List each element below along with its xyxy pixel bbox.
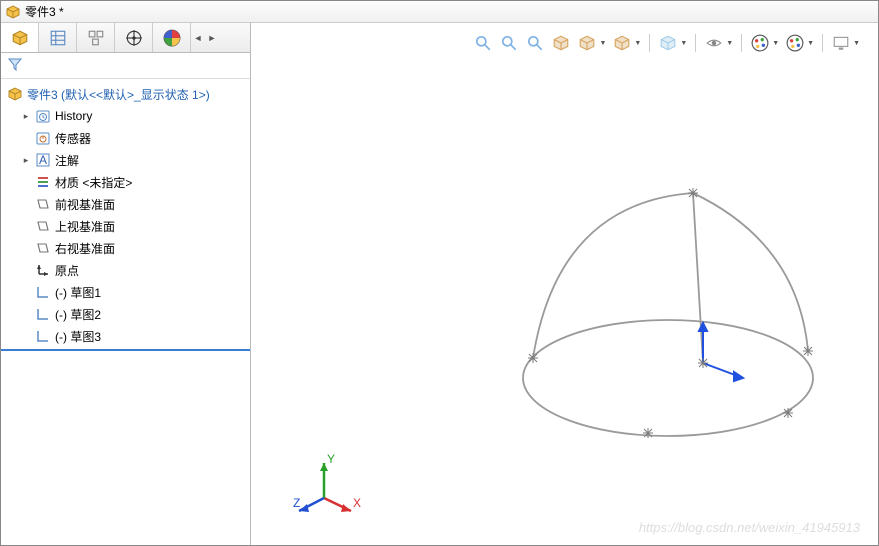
eye-dropdown[interactable]: ▼ xyxy=(726,40,733,47)
eye-button[interactable] xyxy=(704,33,724,53)
zoom-area-button[interactable] xyxy=(499,33,519,53)
toolbar-separator xyxy=(649,34,650,52)
tree-item-label: (-) 草图1 xyxy=(55,284,101,301)
tab-config[interactable] xyxy=(77,23,115,52)
tree-item-label: (-) 草图2 xyxy=(55,306,101,323)
hide-show-dropdown[interactable]: ▼ xyxy=(680,40,687,47)
tree-rollback-bar[interactable] xyxy=(1,349,250,351)
tab-dimxpert[interactable] xyxy=(115,23,153,52)
tab-appearance[interactable] xyxy=(153,23,191,52)
svg-text:Y: Y xyxy=(327,453,335,466)
watermark-text: https://blog.csdn.net/weixin_41945913 xyxy=(639,520,860,535)
tree-item-2[interactable]: ▸ A 注解 xyxy=(1,149,250,171)
tree-item-label: 上视基准面 xyxy=(55,218,115,235)
view-toolbar: ▼ ▼ ▼ ▼ ▼ ▼ ▼ xyxy=(473,33,860,53)
tree-item-label: 材质 <未指定> xyxy=(55,174,132,191)
svg-text:A: A xyxy=(39,153,47,167)
tree-item-label: 传感器 xyxy=(55,130,91,147)
sketch-icon xyxy=(35,328,51,344)
scene-dropdown[interactable]: ▼ xyxy=(807,40,814,47)
toolbar-separator xyxy=(822,34,823,52)
tree-root-label: 零件3 (默认<<默认>_显示状态 1>) xyxy=(27,86,210,103)
plane-icon xyxy=(35,240,51,256)
tab-scroll-left[interactable]: ◄ xyxy=(191,23,205,52)
plane-icon xyxy=(35,196,51,212)
feature-manager-panel: ◄ ► 零件3 (默认<<默认>_显示状态 1>) ▸ History 传感器 ▸ A注… xyxy=(1,23,251,545)
section-button[interactable] xyxy=(551,33,571,53)
display-dropdown[interactable]: ▼ xyxy=(634,40,641,47)
sketch-icon xyxy=(35,306,51,322)
tab-scroll-right[interactable]: ► xyxy=(205,23,219,52)
panel-tab-strip: ◄ ► xyxy=(1,23,250,53)
scene-button[interactable] xyxy=(785,33,805,53)
tab-property[interactable] xyxy=(39,23,77,52)
material-icon xyxy=(35,174,51,190)
titlebar: 零件3 * xyxy=(1,1,878,23)
appearance-dropdown[interactable]: ▼ xyxy=(772,40,779,47)
screen-button[interactable] xyxy=(831,33,851,53)
tree-item-label: 右视基准面 xyxy=(55,240,115,257)
tab-feature-tree[interactable] xyxy=(1,23,39,52)
tree-root[interactable]: 零件3 (默认<<默认>_显示状态 1>) xyxy=(1,83,250,105)
tree-item-7[interactable]: 原点 xyxy=(1,259,250,281)
tree-item-label: 注解 xyxy=(55,152,79,169)
tree-item-8[interactable]: (-) 草图1 xyxy=(1,281,250,303)
expander-icon[interactable]: ▸ xyxy=(21,111,31,122)
window-title: 零件3 * xyxy=(25,3,64,20)
view-orient-button[interactable] xyxy=(577,33,597,53)
tree-item-label: 前视基准面 xyxy=(55,196,115,213)
svg-text:X: X xyxy=(353,496,361,510)
plane-icon xyxy=(35,218,51,234)
view-triad: X Y Z xyxy=(291,453,361,523)
appearance-button[interactable] xyxy=(750,33,770,53)
tree-item-4[interactable]: 前视基准面 xyxy=(1,193,250,215)
sketch-icon xyxy=(35,284,51,300)
tree-item-5[interactable]: 上视基准面 xyxy=(1,215,250,237)
tree-item-10[interactable]: (-) 草图3 xyxy=(1,325,250,347)
display-button[interactable] xyxy=(612,33,632,53)
tree-item-3[interactable]: 材质 <未指定> xyxy=(1,171,250,193)
tree-item-1[interactable]: 传感器 xyxy=(1,127,250,149)
prev-view-button[interactable] xyxy=(525,33,545,53)
zoom-fit-button[interactable] xyxy=(473,33,493,53)
part-icon xyxy=(7,86,23,102)
graphics-viewport[interactable]: ▼ ▼ ▼ ▼ ▼ ▼ ▼ xyxy=(251,23,878,545)
tree-item-6[interactable]: 右视基准面 xyxy=(1,237,250,259)
part-icon xyxy=(5,4,21,20)
toolbar-separator xyxy=(695,34,696,52)
tree-item-label: (-) 草图3 xyxy=(55,328,101,345)
toolbar-separator xyxy=(741,34,742,52)
screen-dropdown[interactable]: ▼ xyxy=(853,40,860,47)
svg-text:Z: Z xyxy=(293,496,300,510)
sensor-icon xyxy=(35,130,51,146)
origin-icon xyxy=(35,262,51,278)
tree-item-label: 原点 xyxy=(55,262,79,279)
funnel-icon[interactable] xyxy=(7,56,23,75)
expander-icon[interactable]: ▸ xyxy=(21,155,31,166)
annot-icon: A xyxy=(35,152,51,168)
model-wireframe xyxy=(498,163,838,463)
feature-tree: 零件3 (默认<<默认>_显示状态 1>) ▸ History 传感器 ▸ A 注解材质 … xyxy=(1,79,250,545)
view-orient-dropdown[interactable]: ▼ xyxy=(599,40,606,47)
tree-item-9[interactable]: (-) 草图2 xyxy=(1,303,250,325)
tree-filter-row xyxy=(1,53,250,79)
tree-item-label: History xyxy=(55,109,92,123)
hide-show-button[interactable] xyxy=(658,33,678,53)
history-icon xyxy=(35,108,51,124)
tree-item-0[interactable]: ▸ History xyxy=(1,105,250,127)
